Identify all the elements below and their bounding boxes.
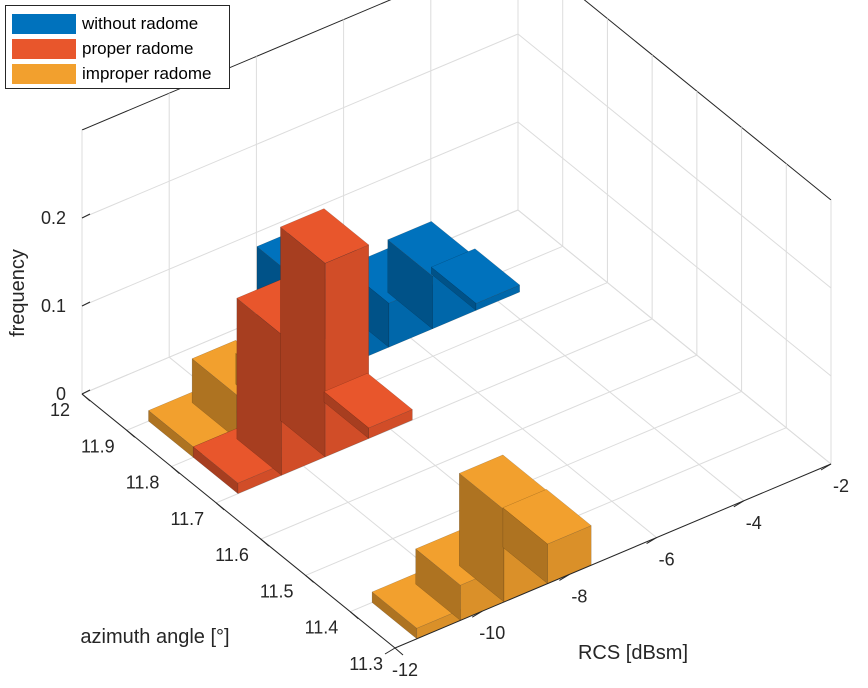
y-tick-label: 12: [50, 400, 70, 420]
bar-face: [279, 208, 370, 264]
y-tick-mark: [215, 502, 225, 511]
z-axis-label: frequency: [7, 249, 29, 337]
z-tick-mark: [81, 301, 91, 307]
y-tick-mark: [305, 575, 314, 583]
legend-swatch: [12, 39, 76, 59]
legend-item-without-radome: without radome: [12, 13, 198, 35]
y-tick-label: 11.9: [81, 436, 115, 456]
y-axis-label: azimuth angle [°]: [80, 626, 229, 648]
bar-face: [502, 489, 592, 545]
grid-line-y-floor: [215, 318, 653, 504]
x-tick-label: -2: [833, 476, 849, 496]
z-tick-mark: [81, 213, 91, 219]
bar: [371, 573, 461, 640]
axis-edge: [583, 0, 832, 201]
z-tick-label: 0.2: [41, 208, 66, 228]
x-tick-label: -8: [571, 586, 587, 606]
z-tick-label: 0.1: [41, 296, 66, 316]
x-tick-mark: [820, 463, 832, 471]
legend-item-proper-radome: proper radome: [12, 38, 194, 60]
legend-label: improper radome: [82, 64, 212, 83]
y-tick-mark: [126, 429, 136, 438]
grid-line-z-side: [517, 209, 832, 465]
axis-edge: [81, 0, 392, 131]
bar: [323, 372, 413, 439]
y-tick-label: 11.3: [349, 654, 383, 674]
bar: [192, 428, 283, 495]
x-tick-mark: [559, 573, 570, 581]
x-tick-mark: [384, 647, 396, 655]
y-tick-label: 11.4: [305, 618, 339, 638]
z-tick-label: 0: [56, 384, 66, 404]
legend-item-improper-radome: improper radome: [12, 63, 211, 85]
legend-label: proper radome: [82, 39, 194, 58]
bar-face: [430, 248, 521, 304]
bars-group: [148, 208, 592, 640]
bar-face: [323, 372, 413, 429]
grid-line-z-side: [517, 121, 832, 377]
x-tick-label: -6: [659, 550, 675, 570]
bar: [430, 248, 521, 311]
z-tick-mark: [81, 389, 91, 395]
grid-line-z-back: [81, 121, 519, 307]
y-tick-label: 11.8: [126, 473, 160, 493]
bar-face: [280, 226, 326, 458]
x-tick-label: -10: [479, 623, 505, 643]
x-tick-mark: [733, 500, 745, 508]
legend: without radome proper radome improper ra…: [5, 5, 230, 89]
x-axis-label: RCS [dBsm]: [578, 642, 688, 664]
x-tick-label: -4: [746, 513, 762, 533]
bar: [502, 489, 592, 585]
y-tick-mark: [394, 647, 404, 656]
y-tick-label: 11.7: [170, 509, 204, 529]
grid-line-z-side: [517, 33, 832, 289]
x-tick-label: -12: [392, 660, 418, 680]
x-tick-mark: [646, 537, 657, 545]
legend-label: without radome: [82, 14, 199, 33]
y-tick-mark: [81, 393, 91, 402]
x-tick-mark: [471, 610, 483, 618]
legend-swatch: [12, 14, 76, 34]
y-tick-mark: [260, 538, 270, 547]
grid-line-z-back: [81, 33, 519, 219]
y-tick-mark: [349, 611, 359, 620]
tick-labels: -12 -10 -8 -6 -4 -2 11.3 11.4 11.5 11.6 11.7 11.8 11…: [41, 208, 849, 680]
y-tick-label: 11.5: [260, 581, 294, 601]
grid-line-y-floor: [260, 354, 698, 540]
y-tick-label: 11.6: [215, 545, 249, 565]
legend-swatch: [12, 64, 76, 84]
x-axis-line: [394, 463, 832, 649]
y-tick-mark: [171, 466, 180, 474]
